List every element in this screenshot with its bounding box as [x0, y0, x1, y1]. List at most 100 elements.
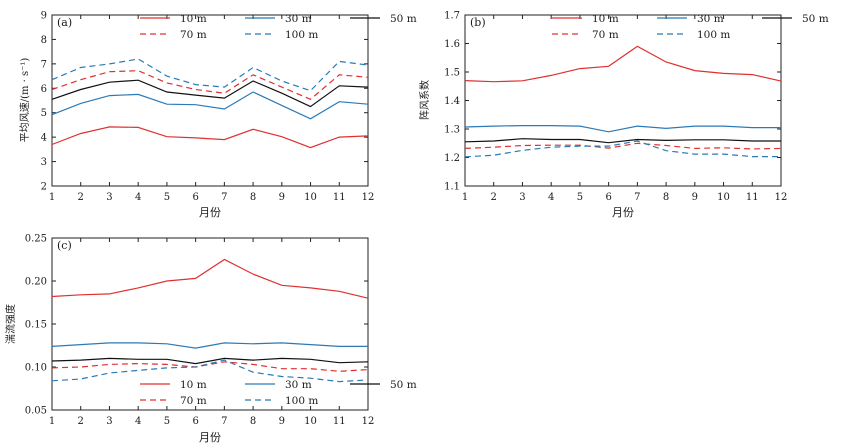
x-tick-label: 12 — [362, 192, 375, 203]
panel-label: (c) — [57, 239, 72, 252]
x-tick-label: 5 — [577, 192, 583, 203]
x-axis-label: 月份 — [199, 206, 221, 219]
x-tick-label: 1 — [462, 192, 468, 203]
x-tick-label: 3 — [106, 192, 112, 203]
series-lines — [51, 58, 369, 149]
x-axis-label: 月份 — [199, 431, 221, 444]
y-tick-label: 9 — [41, 11, 47, 22]
legend: 10 m 30 m 50 m 70 m 100 m — [140, 13, 417, 41]
legend-label: 10 m — [180, 13, 207, 25]
x-axis-label: 月份 — [612, 206, 634, 219]
y-tick-label: 1.1 — [444, 182, 460, 193]
panel-c: (c) 月份 湍流强度 1 2 3 4 5 6 7 8 9 10 11 120.050.100.150… — [4, 234, 417, 445]
x-tick-label: 9 — [692, 192, 698, 203]
x-tick-label: 7 — [634, 192, 640, 203]
x-tick-label: 8 — [250, 416, 256, 427]
legend-label: 70 m — [180, 395, 207, 407]
series-lines — [464, 45, 782, 158]
y-axis-label: 平均风速/(m · s⁻¹) — [19, 58, 31, 143]
panel-label: (b) — [470, 16, 486, 29]
x-tick-label: 4 — [135, 416, 141, 427]
x-tick-label: 6 — [605, 192, 611, 203]
x-tick-label: 8 — [663, 192, 669, 203]
x-tick-label: 2 — [78, 192, 84, 203]
legend-label: 100 m — [285, 395, 318, 407]
x-tick-label: 2 — [78, 416, 84, 427]
y-tick-label: 1.7 — [444, 11, 460, 22]
plot-frame — [51, 14, 369, 187]
panel-label: (a) — [57, 16, 72, 29]
series-line — [464, 45, 782, 83]
axis-ticks: 1 2 3 4 5 6 7 8 9 10 11 120.050.100.150.200.25 — [25, 234, 375, 428]
series-line — [51, 357, 369, 365]
legend-label: 100 m — [285, 29, 318, 41]
x-tick-label: 3 — [106, 416, 112, 427]
x-tick-label: 6 — [192, 416, 198, 427]
y-tick-label: 1.2 — [444, 153, 460, 164]
x-tick-label: 5 — [164, 192, 170, 203]
legend-label: 10 m — [180, 379, 207, 391]
x-tick-label: 10 — [304, 192, 317, 203]
x-tick-label: 12 — [775, 192, 788, 203]
series-line — [464, 142, 782, 150]
y-tick-label: 1.4 — [444, 96, 460, 107]
y-tick-label: 0.25 — [25, 234, 47, 245]
y-tick-label: 0.15 — [25, 320, 47, 331]
x-tick-label: 7 — [221, 192, 227, 203]
panel-b: (b) 月份 阵风系数 1 2 3 4 5 6 7 8 9 10 11 121.11.21.31.41… — [418, 11, 829, 220]
x-tick-label: 6 — [192, 192, 198, 203]
legend-label: 100 m — [697, 29, 730, 41]
x-tick-label: 8 — [250, 192, 256, 203]
y-tick-label: 4 — [41, 133, 47, 144]
x-tick-label: 2 — [491, 192, 497, 203]
series-line — [464, 140, 781, 158]
legend-label: 30 m — [697, 13, 724, 25]
y-tick-label: 2 — [41, 182, 47, 193]
legend-label: 70 m — [180, 29, 207, 41]
y-tick-label: 8 — [41, 35, 47, 46]
y-tick-label: 0.20 — [25, 277, 47, 288]
legend-label: 70 m — [592, 29, 619, 41]
legend-label: 50 m — [390, 379, 417, 391]
x-tick-label: 9 — [279, 192, 285, 203]
plot-frame — [464, 14, 782, 187]
series-line — [51, 258, 369, 299]
legend: 10 m 30 m 50 m 70 m 100 m — [140, 379, 417, 407]
panel-a: (a) 月份 平均风速/(m · s⁻¹) 1 2 3 4 5 6 7 8 9 10 11 12234… — [19, 11, 417, 220]
x-tick-label: 11 — [333, 416, 346, 427]
y-tick-label: 0.05 — [25, 406, 47, 417]
y-tick-label: 1.3 — [444, 125, 460, 136]
legend: 10 m 30 m 50 m 70 m 100 m — [552, 13, 829, 41]
x-tick-label: 3 — [519, 192, 525, 203]
series-line — [464, 138, 781, 144]
series-line — [51, 91, 369, 120]
x-tick-label: 4 — [548, 192, 554, 203]
legend-label: 30 m — [285, 379, 312, 391]
y-tick-label: 1.5 — [444, 68, 460, 79]
series-line — [51, 79, 369, 108]
y-tick-label: 5 — [41, 108, 47, 119]
x-tick-label: 12 — [362, 416, 375, 427]
x-tick-label: 7 — [221, 416, 227, 427]
x-tick-label: 4 — [135, 192, 141, 203]
series-line — [51, 342, 368, 349]
y-axis-label: 湍流强度 — [4, 304, 17, 344]
x-tick-label: 11 — [746, 192, 759, 203]
series-lines — [51, 258, 369, 383]
legend-label: 30 m — [285, 13, 312, 25]
y-tick-label: 3 — [41, 157, 47, 168]
legend-label: 50 m — [802, 13, 829, 25]
x-tick-label: 5 — [164, 416, 170, 427]
x-tick-label: 10 — [304, 416, 317, 427]
series-line — [51, 126, 369, 149]
series-line — [464, 124, 781, 133]
series-line — [51, 70, 369, 100]
x-tick-label: 9 — [279, 416, 285, 427]
series-line — [51, 359, 369, 383]
y-tick-label: 6 — [41, 84, 47, 95]
y-tick-label: 7 — [41, 59, 47, 70]
axis-ticks: 1 2 3 4 5 6 7 8 9 10 11 121.11.21.31.41.51.61.7 — [444, 11, 787, 204]
x-tick-label: 1 — [49, 416, 55, 427]
